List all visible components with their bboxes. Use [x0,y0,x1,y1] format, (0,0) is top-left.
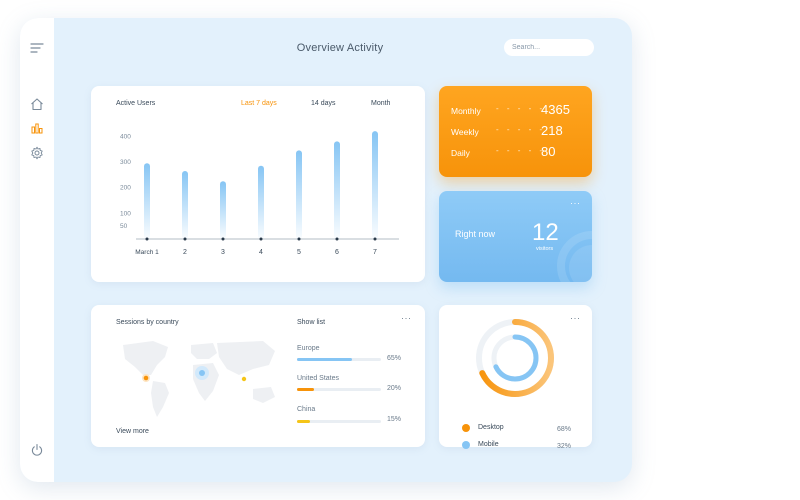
sidebar [20,18,54,482]
chart-bar[interactable] [258,165,264,239]
progress-fill-united-states [297,388,314,391]
stat-value: 218 [541,123,563,138]
chart-bar[interactable] [334,141,340,239]
active-users-card: Active Users Last 7 days 14 days Month 5… [91,86,425,282]
x-tick-dot [335,237,339,241]
gear-icon[interactable] [29,145,45,161]
stat-row-daily: Daily - - - - - 80 [451,144,581,160]
tab-last-7-days[interactable]: Last 7 days [241,100,277,107]
x-tick-dot [145,237,149,241]
power-icon[interactable] [29,442,45,458]
stat-value: 4365 [541,102,570,117]
view-more-link[interactable]: View more [116,428,149,435]
x-tick-label: 2 [183,249,187,256]
tab-14-days[interactable]: 14 days [311,100,336,107]
stat-dots: - - - - - [496,104,546,113]
map-south-america [151,381,169,417]
legend-dot-desktop [462,424,470,432]
map-north-america [123,341,168,375]
x-tick-label: 5 [297,249,301,256]
legend-percent: 68% [557,426,572,433]
progress-fill-europe [297,358,352,361]
y-tick-label: 100 [120,210,131,217]
decorative-circle [557,231,592,282]
x-tick-dot [183,237,187,241]
card-title: Sessions by country [116,319,179,326]
search-input[interactable] [504,39,594,56]
more-options-button[interactable]: ··· [570,313,581,323]
x-tick-label: 6 [335,249,339,256]
devices-card: ··· Desktop 68% Mobile 32% [439,305,592,450]
donut-arc-mobile [491,334,539,382]
chart-bar[interactable] [372,131,378,239]
right-now-unit: visitors [536,246,554,252]
right-now-label: Right now [455,229,496,239]
chart-bar[interactable] [144,163,150,239]
legend-label: Mobile [478,441,499,448]
map-marker-china[interactable] [241,376,247,382]
stat-value: 80 [541,144,556,159]
active-users-chart: 50 100 200 300 400 March 1 2 3 4 5 6 7 [120,131,399,256]
map-asia [217,341,275,375]
more-options-button[interactable]: ··· [401,313,412,323]
more-options-button[interactable]: ··· [570,198,581,208]
legend-label: Desktop [478,424,504,431]
x-tick-label: 7 [373,249,377,256]
country-name: China [297,406,316,413]
device-donut-chart [476,319,554,397]
map-marker-united-states[interactable] [143,375,149,381]
progress-track [297,420,381,423]
map-marker-europe[interactable] [199,370,205,376]
donut-arc-desktop [476,319,554,397]
y-tick-label: 400 [120,133,131,140]
card-title: Active Users [116,100,156,107]
stats-card: Monthly - - - - - 4365 Weekly - - - - - … [439,86,592,177]
y-tick-label: 50 [120,223,128,230]
chart-bar[interactable] [296,150,302,239]
country-name: United States [297,375,340,382]
dashboard-frame: Overview Activity Active Users Last 7 da… [20,18,632,482]
x-tick-dot [373,237,377,241]
stat-row-weekly: Weekly - - - - - 218 [451,123,581,139]
tab-month[interactable]: Month [371,100,391,107]
y-tick-label: 300 [120,159,131,166]
y-tick-label: 200 [120,185,131,192]
right-now-card: ··· Right now 12 visitors [439,191,592,282]
stat-row-monthly: Monthly - - - - - 4365 [451,102,581,118]
progress-fill-china [297,420,310,423]
legend-percent: 32% [557,443,572,450]
country-percent: 15% [387,416,402,423]
country-percent: 20% [387,385,402,392]
bar-chart-icon[interactable] [29,120,45,136]
home-icon[interactable] [29,96,45,112]
country-percent: 65% [387,355,402,362]
x-tick-label: March 1 [135,249,159,256]
stat-label: Daily [451,148,470,158]
sessions-card: Sessions by country Show list ··· View m… [91,305,425,447]
map-australia [253,387,275,403]
country-name: Europe [297,345,320,352]
chart-bar[interactable] [182,170,188,239]
progress-track [297,358,381,361]
x-tick-dot [221,237,225,241]
x-tick-label: 4 [259,249,263,256]
stat-label: Monthly [451,106,481,116]
x-tick-label: 3 [221,249,225,256]
chart-bar[interactable] [220,181,226,239]
legend-dot-mobile [462,441,470,449]
x-tick-dot [259,237,263,241]
world-map [123,341,275,417]
right-now-value: 12 [532,219,559,246]
decorative-circle [569,245,592,282]
map-europe [191,343,217,359]
stat-dots: - - - - - [496,125,546,134]
stat-dots: - - - - - [496,146,546,155]
progress-track [297,388,381,391]
show-list-label: Show list [297,319,326,326]
menu-icon[interactable] [29,40,45,56]
stat-label: Weekly [451,127,479,137]
x-tick-dot [297,237,301,241]
page-title: Overview Activity [296,42,384,54]
